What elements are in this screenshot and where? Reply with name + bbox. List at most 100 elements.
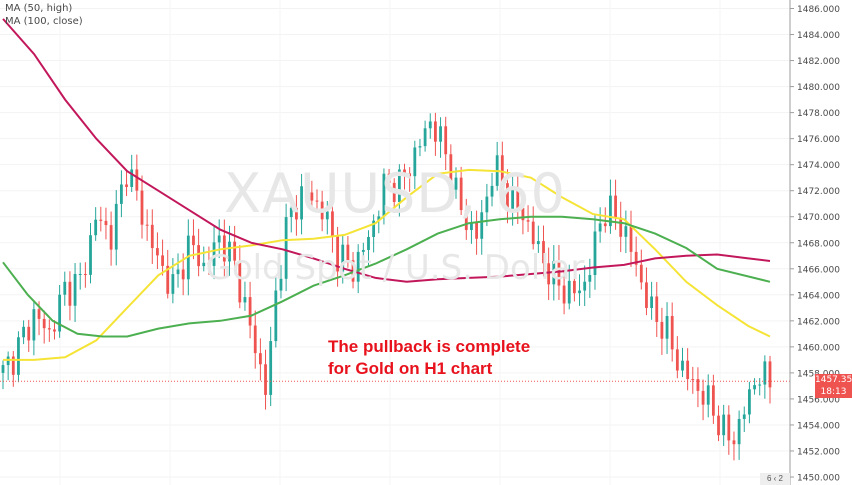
axis-tick-label: 1464.000 (797, 291, 840, 301)
annotation-line-1: The pullback is complete (328, 337, 531, 356)
candle-up (1, 365, 5, 373)
candle-down (156, 248, 159, 256)
candle-up (217, 235, 221, 243)
candle-down (675, 349, 679, 371)
axis-tick-label: 1470.000 (797, 213, 840, 223)
candle-up (511, 188, 515, 210)
candle-down (42, 318, 46, 329)
candle-down (258, 353, 262, 365)
candle-up (372, 220, 376, 238)
price-axis[interactable]: 1450.0001452.0001454.0001456.0001458.000… (790, 5, 840, 484)
candle-up (758, 384, 762, 386)
candle-down (336, 236, 339, 272)
candle-down (506, 183, 509, 210)
last-price-value: 1457.358 (815, 375, 852, 386)
candle-up (94, 219, 98, 236)
candle-down (434, 121, 437, 142)
axis-tick-label: 1478.000 (797, 109, 840, 119)
candle-up (269, 341, 273, 395)
axis-tick-label: 1462.000 (797, 317, 840, 327)
candle-down (387, 173, 391, 183)
candle-down (727, 414, 731, 441)
candle-up (114, 203, 118, 250)
candle-up (212, 242, 216, 266)
candle-up (753, 385, 756, 390)
axis-settings-corner[interactable]: 6 ‹ 2 (760, 473, 790, 485)
candle-up (413, 147, 417, 177)
candle-up (578, 290, 581, 294)
candle-up (650, 296, 654, 309)
candle-up (567, 280, 571, 304)
candle-down (295, 207, 298, 220)
candle-up (367, 237, 370, 250)
axis-tick-label: 1466.000 (797, 265, 840, 275)
candle-up (742, 414, 746, 419)
moving-averages (2, 18, 771, 361)
candle-up (243, 297, 247, 303)
axis-tick-label: 1454.000 (797, 421, 840, 431)
candle-up (536, 241, 540, 245)
indicator-legend: MA (50, high) MA (100, close) (5, 2, 83, 28)
candle-down (253, 325, 257, 354)
candle-down (619, 217, 623, 237)
candle-down (181, 269, 185, 280)
candle-up (89, 235, 92, 275)
candle-down (686, 360, 690, 380)
candle-up (325, 211, 329, 220)
legend-ma100[interactable]: MA (100, close) (5, 16, 83, 27)
candle-down (207, 262, 211, 266)
candle-up (665, 316, 669, 339)
candle-up (130, 169, 134, 187)
candle-up (73, 274, 77, 306)
legend-ma50[interactable]: MA (50, high) (5, 3, 73, 14)
candle-down (11, 356, 15, 375)
candle-up (593, 231, 597, 276)
candle-up (485, 196, 489, 213)
candle-up (202, 262, 206, 267)
candle-down (104, 220, 108, 226)
candle-down (145, 224, 149, 226)
candle-up (397, 169, 401, 202)
candle-up (377, 216, 381, 221)
axis-tick-label: 1484.000 (797, 31, 840, 41)
candle-up (284, 217, 288, 279)
candle-down (408, 173, 412, 177)
candle-down (634, 251, 638, 265)
candle-up (454, 177, 458, 190)
candle-up (58, 294, 62, 332)
candle-down (500, 155, 504, 184)
candle-down (691, 379, 695, 381)
candle-down (521, 207, 525, 221)
candle-up (490, 185, 494, 197)
axis-tick-label: 1486.000 (797, 5, 840, 15)
candle-up (418, 146, 422, 148)
candle-up (78, 274, 82, 276)
candle-down (516, 188, 520, 208)
candle-down (109, 225, 113, 250)
candle-up (480, 212, 484, 239)
candle-down (346, 244, 350, 261)
candle-down (140, 190, 144, 225)
candle-up (341, 244, 345, 272)
axis-tick-label: 1472.000 (797, 187, 840, 197)
annotation-line-2: for Gold on H1 chart (328, 359, 493, 378)
candle-down (701, 390, 705, 405)
ma-green-line (2, 215, 771, 338)
axis-tick-label: 1480.000 (797, 83, 840, 93)
candle-down (732, 440, 736, 445)
candle-down (629, 226, 633, 252)
candle-down (711, 385, 715, 416)
candle-down (572, 280, 576, 294)
candle-down (696, 379, 700, 391)
candle-down (192, 235, 195, 246)
candle-up (382, 173, 386, 217)
candle-up (356, 251, 360, 282)
candle-up (300, 186, 303, 220)
candle-down (197, 245, 201, 267)
axis-tick-label: 1452.000 (797, 447, 840, 457)
axis-tick-label: 1474.000 (797, 161, 840, 171)
candle-up (274, 290, 278, 342)
candle-up (228, 241, 231, 262)
ma100-line (2, 18, 771, 283)
